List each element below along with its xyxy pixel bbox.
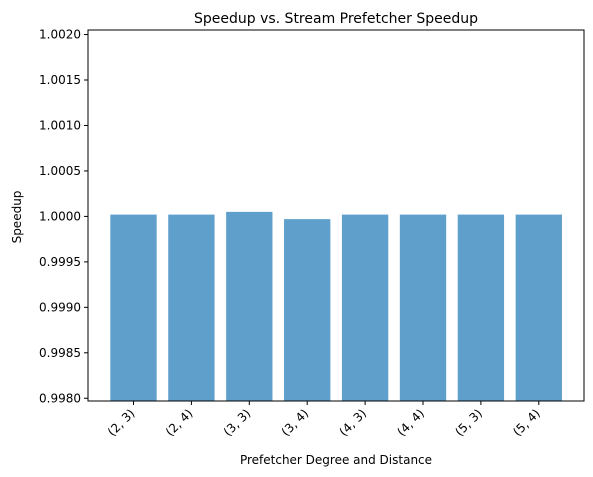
x-tick-label-6: (5, 3) bbox=[452, 406, 485, 439]
x-axis-label: Prefetcher Degree and Distance bbox=[240, 453, 432, 467]
chart-title: Speedup vs. Stream Prefetcher Speedup bbox=[194, 11, 478, 27]
y-tick-label-3: 0.9995 bbox=[39, 255, 81, 269]
bar-0 bbox=[110, 214, 157, 401]
bars-group bbox=[110, 211, 562, 401]
x-tick-label-0: (2, 3) bbox=[105, 406, 138, 439]
bar-3 bbox=[284, 219, 331, 401]
x-tick-label-2: (3, 3) bbox=[221, 406, 254, 439]
x-tick-label-1: (2, 4) bbox=[163, 406, 196, 439]
bar-2 bbox=[226, 211, 273, 401]
bar-6 bbox=[457, 214, 505, 401]
y-tick-label-5: 1.0005 bbox=[39, 164, 81, 178]
y-tick-label-0: 0.9980 bbox=[39, 391, 81, 405]
y-tick-label-6: 1.0010 bbox=[39, 118, 81, 132]
y-tick-label-7: 1.0015 bbox=[39, 73, 81, 87]
bar-7 bbox=[515, 214, 562, 401]
y-tick-label-8: 1.0020 bbox=[39, 28, 81, 42]
x-axis: (2, 3) (2, 4) (3, 3) (3, 4) (4, 3) (4, 4) (5, … bbox=[105, 401, 543, 439]
x-tick-label-3: (3, 4) bbox=[279, 406, 312, 439]
x-tick-label-7: (5, 4) bbox=[510, 406, 543, 439]
x-tick-label-5: (4, 4) bbox=[394, 406, 427, 439]
y-tick-label-1: 0.9985 bbox=[39, 346, 81, 360]
y-tick-label-4: 1.0000 bbox=[39, 209, 81, 223]
y-tick-label-2: 0.9990 bbox=[39, 300, 81, 314]
plot-frame bbox=[87, 29, 585, 402]
bar-4 bbox=[341, 214, 389, 401]
y-axis: 0.9980 0.9985 0.9990 0.9995 1.0000 1.0005 1.00… bbox=[39, 28, 88, 405]
bar-5 bbox=[399, 214, 447, 401]
y-axis-label: Speedup bbox=[10, 191, 24, 244]
bar-1 bbox=[168, 214, 215, 401]
x-tick-label-4: (4, 3) bbox=[337, 406, 370, 439]
